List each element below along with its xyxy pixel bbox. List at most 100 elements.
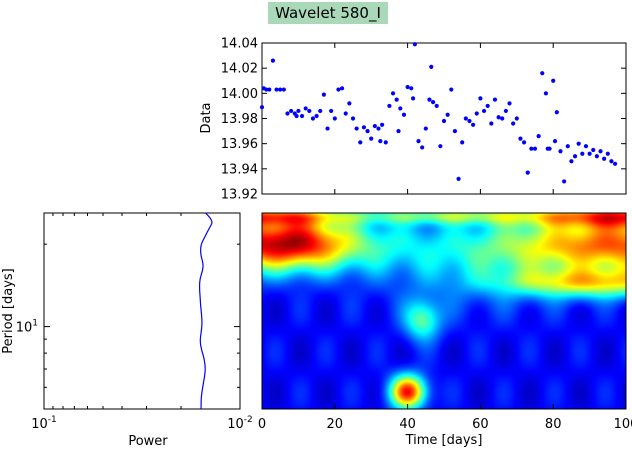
heatmap-x-tick-label: 40: [399, 417, 416, 432]
scatter-point: [325, 126, 330, 131]
scatter-panel: 14.04 14.02 14.00 13.98 13.96 13.94 13.92 Data: [199, 37, 627, 203]
scatter-point: [372, 123, 377, 129]
scatter-point: [318, 108, 323, 114]
scatter-point: [441, 118, 447, 124]
scatter-point: [500, 116, 505, 121]
chart-title: Wavelet 580_I: [268, 2, 388, 24]
scatter-point: [449, 87, 454, 92]
scatter-point: [532, 146, 538, 151]
heatmap-container: [262, 213, 626, 409]
scatter-ylabel: Data: [199, 102, 214, 133]
scatter-point: [332, 116, 337, 121]
y-tick-label: 14.00: [221, 87, 258, 102]
power-x-tick-label: 10-1: [31, 415, 57, 432]
heatmap-x-tick-label: 0: [258, 417, 266, 432]
scatter-point: [361, 125, 367, 130]
y-tick-label: 14.04: [221, 37, 258, 52]
scatter-point: [452, 128, 458, 134]
scatter-point: [394, 97, 399, 102]
scatter-point: [612, 161, 618, 166]
scatter-point: [518, 136, 523, 141]
scatter-point: [467, 118, 472, 124]
scatter-point: [609, 159, 614, 164]
scatter-point: [409, 86, 414, 91]
scatter-point: [478, 96, 483, 101]
power-panel: 10-1 10-2 101 Power Period [days]: [1, 212, 253, 449]
scatter-point: [369, 136, 374, 141]
scatter-point: [285, 111, 290, 116]
scatter-point: [552, 139, 558, 144]
scatter-point: [572, 154, 578, 159]
scatter-axes-frame: [261, 42, 627, 195]
scatter-point: [554, 110, 559, 115]
heatmap-x-tick-label: 80: [545, 417, 562, 432]
scatter-point: [587, 151, 592, 156]
scatter-point: [412, 42, 417, 47]
scatter-point: [511, 121, 516, 126]
scatter-point: [521, 140, 527, 145]
scatter-point: [270, 58, 276, 63]
scatter-point: [387, 103, 392, 109]
scatter-point: [289, 108, 294, 114]
y-tick-label: 14.02: [221, 62, 258, 77]
scatter-point: [429, 64, 434, 70]
scatter-point: [423, 126, 428, 131]
period-y-tick-label: 101: [16, 319, 38, 336]
scatter-point: [358, 140, 363, 145]
heatmap-panel: 0 20 40 60 80 100 Time [days]: [258, 212, 632, 448]
scatter-point: [514, 116, 519, 121]
scatter-point: [264, 87, 269, 92]
scatter-point: [507, 101, 512, 106]
scatter-point: [390, 91, 396, 96]
scatter-point: [485, 103, 490, 109]
heatmap-axes-frame: [261, 212, 627, 410]
scatter-point: [471, 122, 476, 127]
scatter-point: [536, 134, 541, 139]
scatter-point: [540, 71, 545, 76]
scatter-point: [569, 159, 574, 164]
scatter-point: [605, 151, 610, 156]
y-tick-label: 13.96: [221, 137, 258, 152]
scatter-point: [365, 128, 370, 134]
scatter-point: [438, 144, 443, 149]
scatter-point: [594, 154, 599, 159]
scatter-point: [339, 86, 345, 91]
scatter-point: [551, 78, 556, 83]
scatter-point: [576, 141, 581, 146]
scatter-point: [267, 87, 272, 92]
heatmap-canvas: [262, 213, 626, 409]
scatter-point: [314, 113, 319, 119]
scatter-point: [547, 146, 552, 151]
scatter-point: [380, 122, 385, 127]
scatter-point: [383, 140, 388, 145]
scatter-point: [405, 84, 410, 90]
scatter-point: [489, 121, 494, 126]
heatmap-x-tick-label: 100: [614, 417, 632, 432]
scatter-point: [410, 96, 416, 101]
power-axes-frame: [43, 212, 241, 410]
scatter-point: [529, 146, 534, 151]
scatter-point: [329, 108, 334, 114]
scatter-point: [481, 108, 487, 114]
scatter-point: [398, 106, 403, 111]
period-ylabel: Period [days]: [1, 268, 16, 354]
scatter-point: [434, 103, 439, 109]
heatmap-x-tick-label: 60: [472, 417, 489, 432]
scatter-point: [445, 112, 450, 117]
scatter-point: [336, 87, 341, 92]
scatter-point: [343, 111, 348, 116]
scatter-point: [602, 156, 607, 161]
scatter-point: [427, 97, 432, 102]
scatter-point: [296, 108, 301, 114]
scatter-point: [474, 111, 479, 116]
heatmap-xlabel: Time [days]: [405, 433, 483, 448]
scatter-point: [274, 87, 279, 92]
scatter-points: [259, 42, 618, 184]
scatter-point: [378, 139, 383, 144]
scatter-yticks: 14.04 14.02 14.00 13.98 13.96 13.94 13.92: [221, 37, 626, 203]
scatter-point: [525, 170, 530, 175]
scatter-point: [591, 147, 596, 153]
scatter-point: [354, 126, 359, 131]
heatmap-xticks: 0 20 40 60 80 100: [258, 404, 632, 432]
